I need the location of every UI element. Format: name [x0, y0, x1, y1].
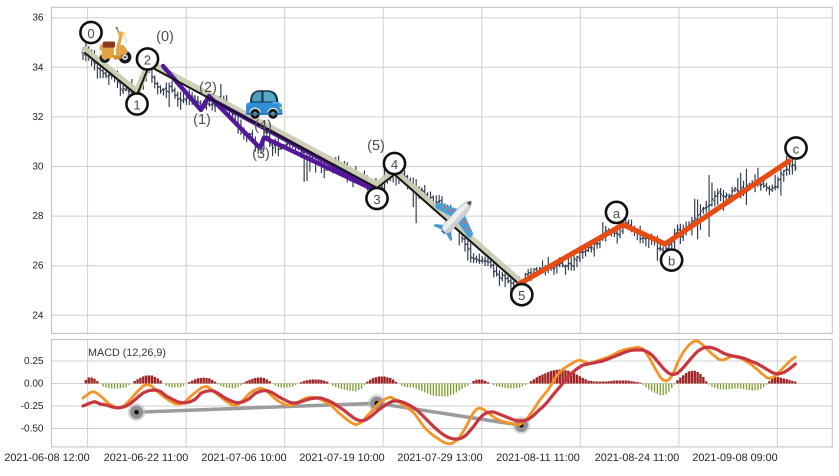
svg-text:2021-06-08 12:00: 2021-06-08 12:00: [4, 452, 89, 464]
svg-text:2021-06-22 11:00: 2021-06-22 11:00: [104, 452, 188, 464]
svg-text:1: 1: [133, 98, 140, 113]
svg-text:26: 26: [32, 261, 44, 272]
svg-text:2021-08-11 11:00: 2021-08-11 11:00: [496, 452, 580, 464]
svg-text:(1): (1): [193, 112, 211, 128]
svg-text:-0.50: -0.50: [21, 424, 44, 435]
svg-text:2021-07-19 10:00: 2021-07-19 10:00: [299, 452, 384, 464]
svg-text:3: 3: [373, 192, 380, 207]
svg-text:5: 5: [518, 288, 525, 303]
svg-text:34: 34: [32, 62, 44, 73]
svg-text:4: 4: [391, 157, 398, 172]
svg-text:30: 30: [32, 162, 44, 173]
svg-text:a: a: [613, 206, 621, 221]
svg-text:32: 32: [32, 112, 44, 123]
svg-text:(2): (2): [199, 80, 217, 96]
svg-text:(3): (3): [252, 146, 270, 162]
svg-text:2: 2: [144, 53, 151, 68]
svg-text:(5): (5): [367, 138, 385, 154]
svg-text:MACD (12,26,9): MACD (12,26,9): [88, 347, 166, 359]
svg-text:2021-08-24 11:00: 2021-08-24 11:00: [595, 452, 679, 464]
svg-text:0.00: 0.00: [24, 379, 44, 390]
svg-text:2021-07-06 10:00: 2021-07-06 10:00: [201, 452, 286, 464]
svg-text:2021-07-29 13:00: 2021-07-29 13:00: [397, 452, 482, 464]
svg-text:2021-09-08 09:00: 2021-09-08 09:00: [692, 452, 777, 464]
svg-text:36: 36: [32, 13, 44, 24]
svg-text:(4): (4): [254, 118, 272, 134]
svg-text:0.25: 0.25: [24, 356, 44, 367]
svg-text:c: c: [793, 142, 800, 157]
svg-text:b: b: [668, 254, 675, 269]
svg-text:(0): (0): [156, 29, 174, 45]
svg-text:-0.25: -0.25: [21, 401, 44, 412]
svg-text:24: 24: [32, 310, 44, 321]
svg-text:0: 0: [87, 26, 94, 41]
svg-text:28: 28: [32, 211, 44, 222]
